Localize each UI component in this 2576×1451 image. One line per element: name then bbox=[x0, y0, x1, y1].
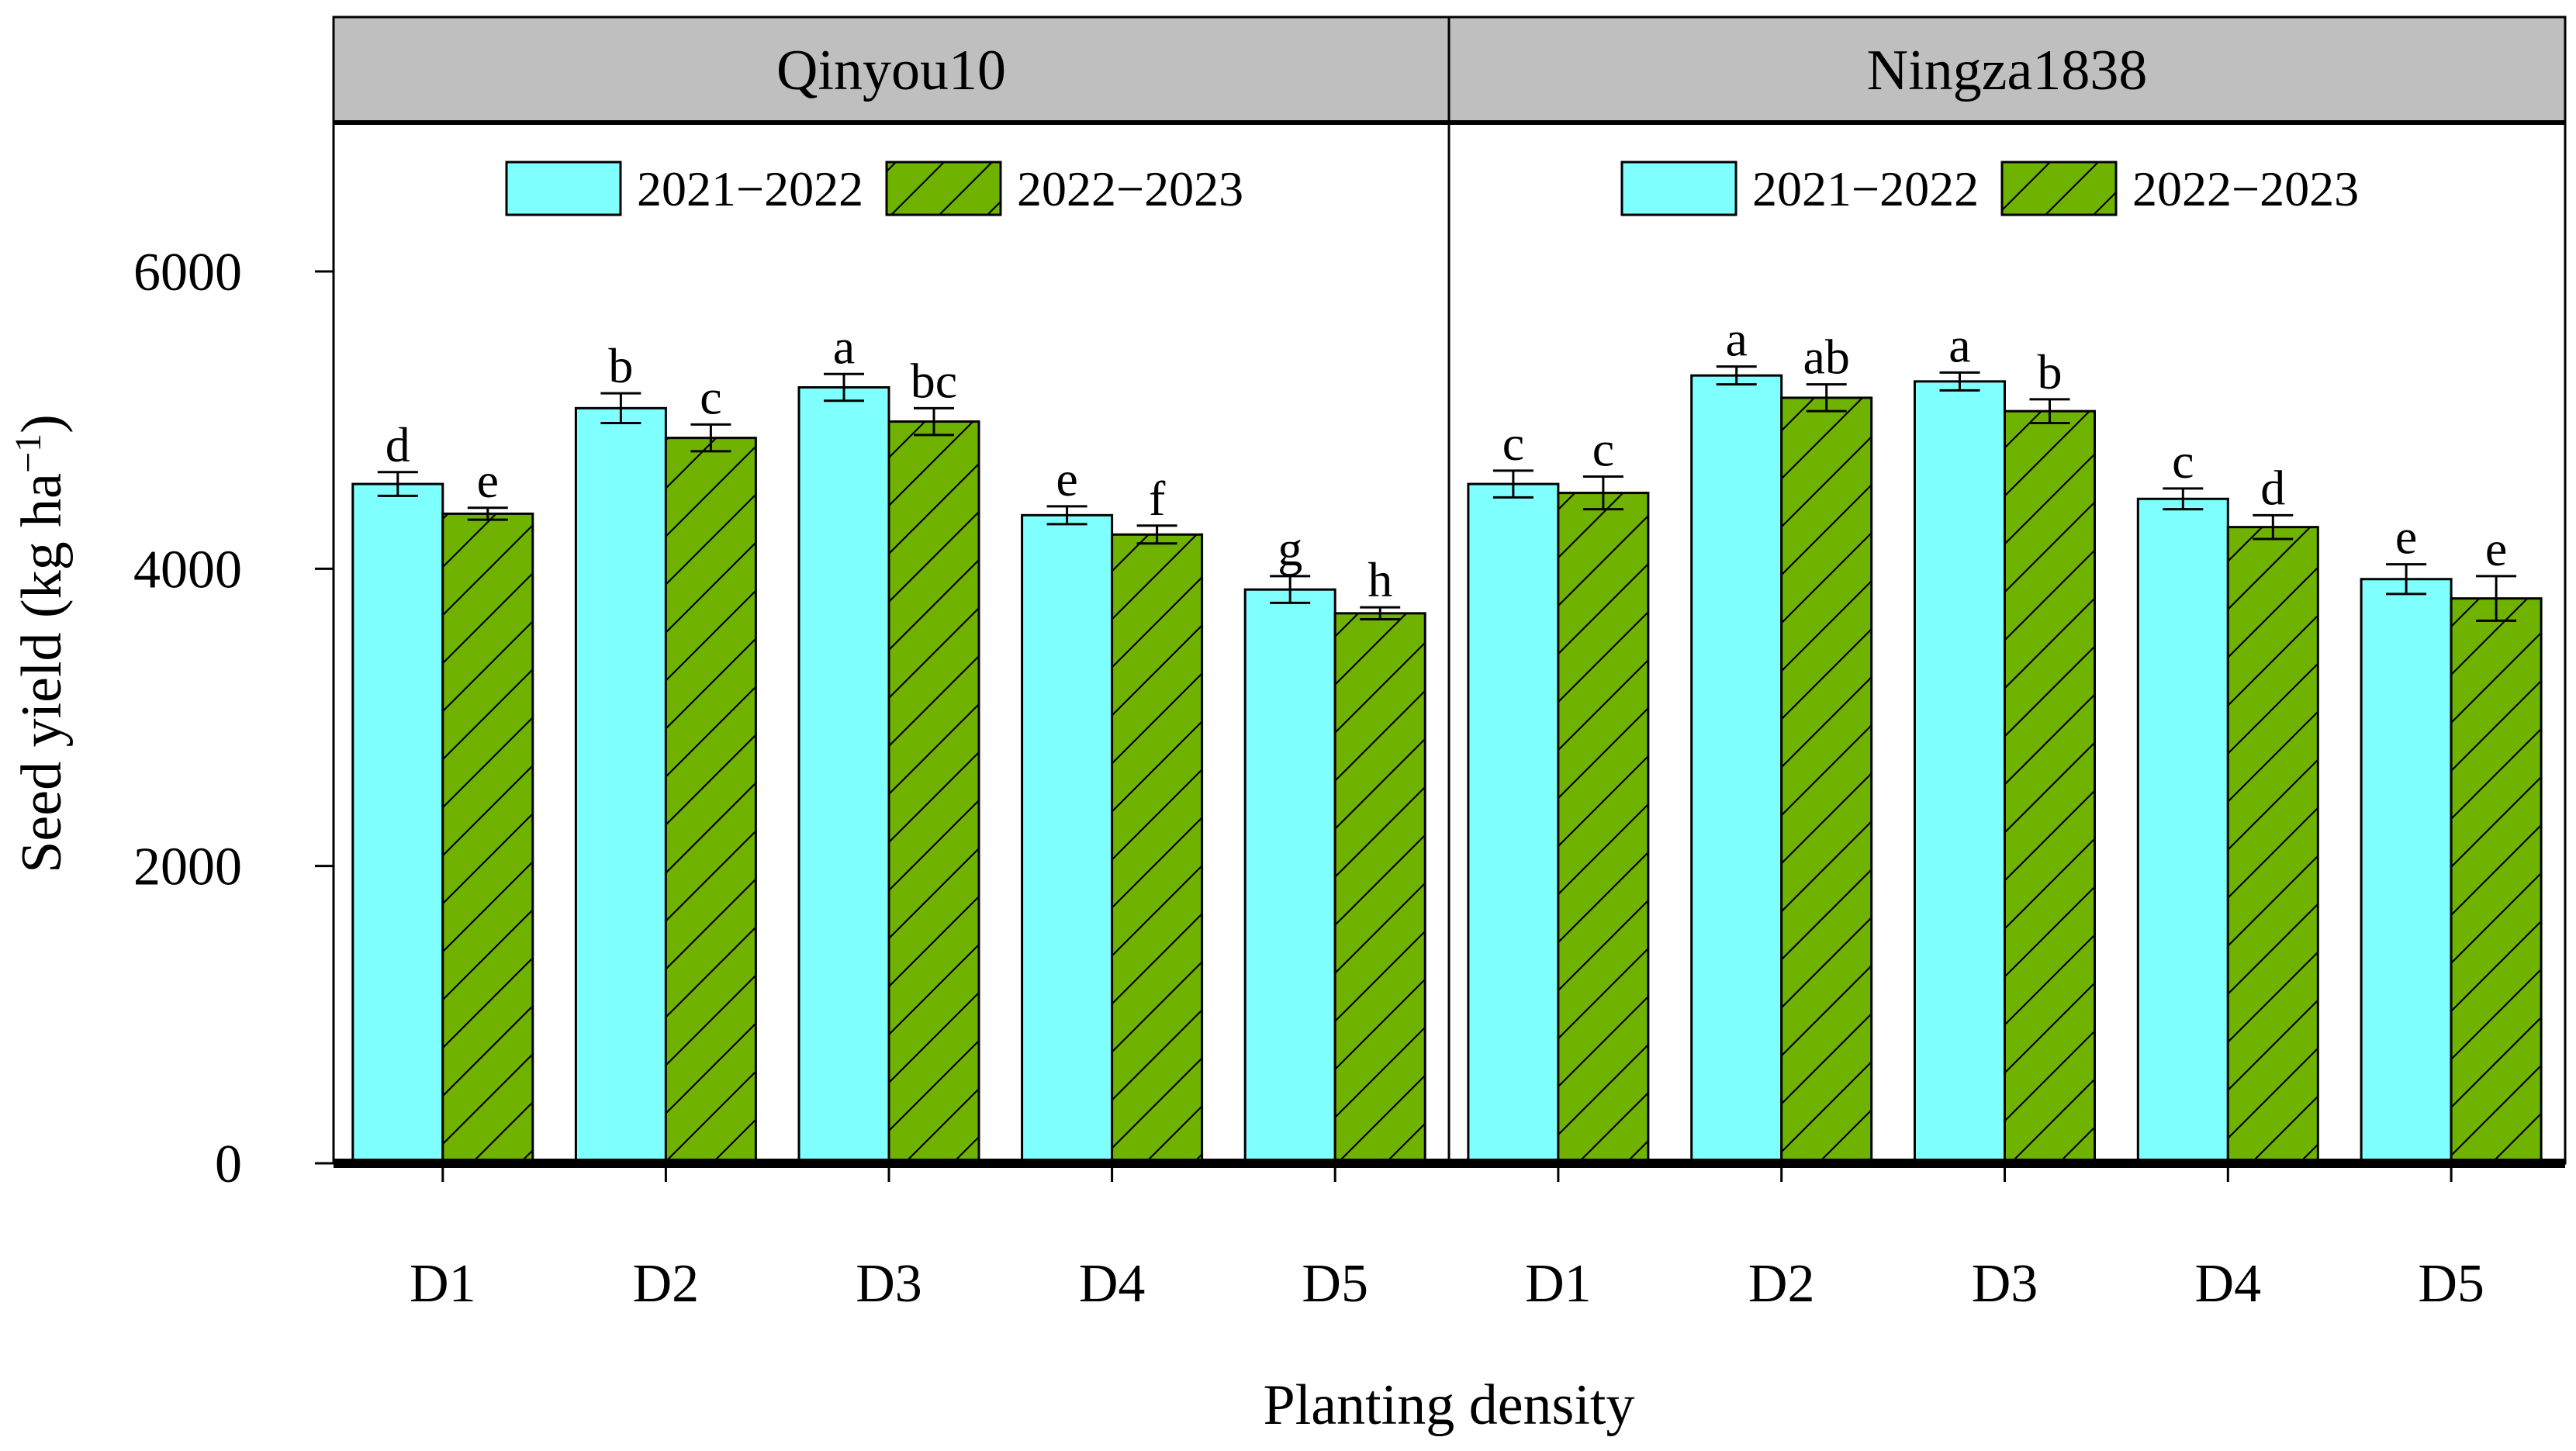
bar-Qinyou10-D2-2 bbox=[664, 437, 757, 1165]
x-tick-label-Ningza1838-D1: D1 bbox=[1525, 1254, 1592, 1314]
bar-Qinyou10-D4-1 bbox=[1021, 513, 1114, 1165]
legend-swatch-1-panel-2 bbox=[1620, 161, 1738, 216]
significance-letter-Qinyou10-D2-1: b bbox=[608, 338, 633, 393]
bar-Qinyou10-D2-1 bbox=[574, 406, 667, 1165]
bar-Ningza1838-D2-1 bbox=[1690, 374, 1783, 1165]
significance-letter-Ningza1838-D4-1: c bbox=[2172, 434, 2194, 489]
y-axis-title-main: Seed yield (kg ha bbox=[10, 473, 74, 873]
legend-swatch-2-panel-1 bbox=[885, 161, 1002, 216]
x-tick-label-Ningza1838-D5: D5 bbox=[2418, 1254, 2484, 1314]
significance-letter-Qinyou10-D5-1: g bbox=[1278, 521, 1302, 576]
panel-strips: Qinyou10 Ningza1838 bbox=[332, 16, 2567, 125]
bar-Ningza1838-D1-2 bbox=[1557, 492, 1650, 1165]
legend-label-1-panel-2: 2021−2022 bbox=[1752, 161, 1979, 216]
y-axis-title-sup: −1 bbox=[8, 434, 49, 473]
legend-swatch-2-panel-2 bbox=[2000, 161, 2118, 216]
bar-Qinyou10-D3-2 bbox=[887, 420, 980, 1165]
significance-letter-Qinyou10-D1-2: e bbox=[477, 453, 499, 508]
bar-Qinyou10-D1-1 bbox=[351, 482, 444, 1165]
x-tick-label-Qinyou10-D1: D1 bbox=[410, 1254, 476, 1314]
panel-2-title: Ningza1838 bbox=[1867, 39, 2148, 102]
legend-label-2-panel-1: 2022−2023 bbox=[1017, 161, 1243, 216]
bar-Ningza1838-D2-2 bbox=[1780, 396, 1873, 1165]
y-tick-label-2000: 2000 bbox=[133, 838, 242, 897]
x-tick-label-Ningza1838-D2: D2 bbox=[1748, 1254, 1815, 1314]
bar-Qinyou10-D3-1 bbox=[797, 386, 890, 1165]
x-tick-label-Ningza1838-D3: D3 bbox=[1972, 1254, 2038, 1314]
bar-Qinyou10-D1-2 bbox=[441, 512, 534, 1165]
x-tick-label-Qinyou10-D5: D5 bbox=[1302, 1254, 1368, 1314]
significance-letter-Ningza1838-D4-2: d bbox=[2260, 460, 2285, 515]
significance-letter-Ningza1838-D2-2: ab bbox=[1803, 330, 1849, 385]
bar-Qinyou10-D5-1 bbox=[1243, 588, 1336, 1165]
bar-Qinyou10-D5-2 bbox=[1333, 612, 1426, 1165]
significance-letter-Qinyou10-D1-1: d bbox=[386, 417, 410, 472]
y-tick-label-6000: 6000 bbox=[133, 243, 242, 302]
y-tick-label-4000: 4000 bbox=[133, 540, 242, 599]
significance-letter-Qinyou10-D3-1: a bbox=[833, 319, 855, 374]
bar-Ningza1838-D3-1 bbox=[1914, 380, 2006, 1165]
panel-1-strip bbox=[332, 16, 1451, 124]
x-tick-label-Qinyou10-D2: D2 bbox=[633, 1254, 700, 1314]
bar-Ningza1838-D3-2 bbox=[2004, 409, 2096, 1165]
significance-letter-Ningza1838-D1-1: c bbox=[1502, 416, 1524, 471]
y-tick-label-0: 0 bbox=[215, 1135, 242, 1194]
significance-letter-Qinyou10-D3-2: bc bbox=[911, 353, 957, 408]
errorbars-layer bbox=[377, 365, 2517, 622]
legends-layer: 2021−2022 2022−2023 2021−2022 2022−2023 bbox=[505, 161, 2359, 216]
x-tick-label-Ningza1838-D4: D4 bbox=[2195, 1254, 2262, 1314]
bar-Ningza1838-D4-1 bbox=[2136, 497, 2229, 1165]
legend-label-2-panel-2: 2022−2023 bbox=[2132, 161, 2359, 216]
x-axis-title: Planting density bbox=[1264, 1373, 1635, 1437]
bar-Ningza1838-D5-1 bbox=[2360, 578, 2453, 1165]
significance-letter-Ningza1838-D3-1: a bbox=[1948, 317, 1970, 372]
significance-letter-Ningza1838-D2-1: a bbox=[1725, 312, 1747, 367]
significance-letter-Qinyou10-D5-2: h bbox=[1368, 552, 1392, 607]
significance-letter-Ningza1838-D1-2: c bbox=[1592, 422, 1614, 477]
legend-label-1-panel-1: 2021−2022 bbox=[637, 161, 863, 216]
significance-letter-Qinyou10-D2-2: c bbox=[700, 369, 721, 424]
significance-letter-Qinyou10-D4-2: f bbox=[1149, 471, 1166, 526]
legend-swatch-1-panel-1 bbox=[505, 161, 622, 216]
bar-Ningza1838-D5-2 bbox=[2450, 597, 2543, 1165]
x-tick-label-Qinyou10-D4: D4 bbox=[1079, 1254, 1146, 1314]
bar-Ningza1838-D4-2 bbox=[2226, 526, 2319, 1165]
bar-Ningza1838-D1-1 bbox=[1467, 482, 1560, 1165]
significance-letter-Ningza1838-D5-1: e bbox=[2395, 510, 2417, 565]
bar-Qinyou10-D4-2 bbox=[1111, 533, 1204, 1165]
significance-letter-Ningza1838-D3-2: b bbox=[2038, 344, 2063, 399]
x-tick-label-Qinyou10-D3: D3 bbox=[856, 1254, 922, 1314]
axes-layer: D1 D2 D3 D4 D5 D1 D2 D3 D4 D5 0 2000 4000 6000 bbox=[133, 17, 2565, 1314]
y-axis-title: Seed yield (kg ha−1) bbox=[8, 414, 74, 873]
significance-letter-Qinyou10-D4-1: e bbox=[1056, 451, 1077, 506]
y-axis-title-close: ) bbox=[10, 414, 74, 434]
significance-letter-Ningza1838-D5-2: e bbox=[2485, 521, 2507, 576]
panel-1-title: Qinyou10 bbox=[776, 39, 1006, 102]
bars-layer bbox=[351, 374, 2543, 1165]
